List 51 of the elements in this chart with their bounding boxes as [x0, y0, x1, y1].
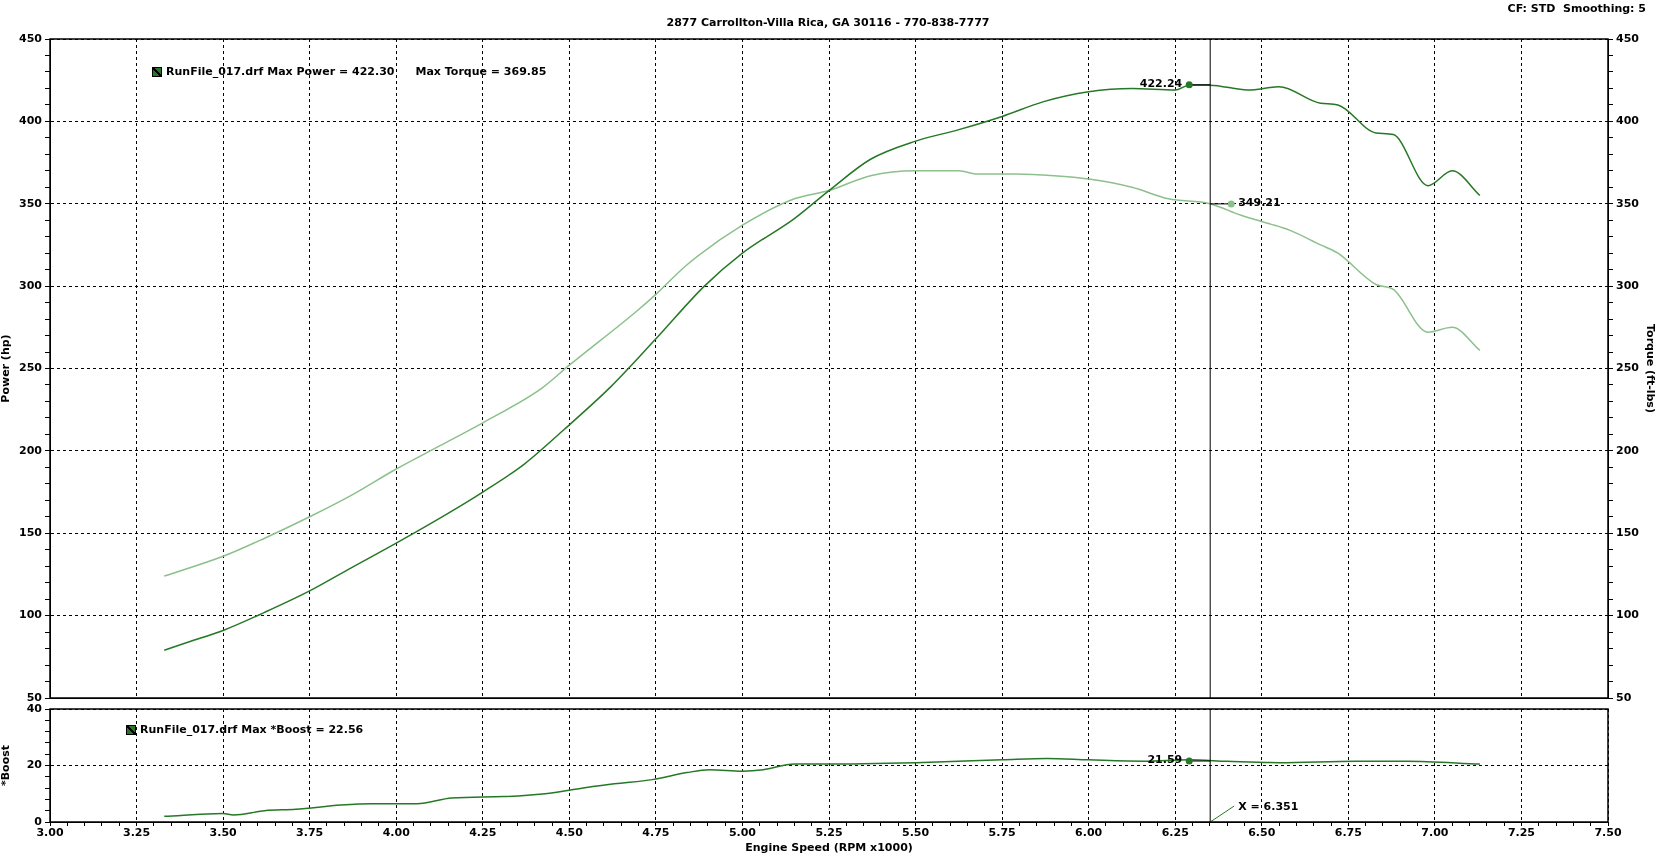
- y-tick-label: 50: [26, 690, 43, 704]
- y2-tick-label: 200: [1616, 443, 1640, 457]
- ref-line-label: X = 6.351: [1238, 799, 1299, 813]
- text: CF: STD Smoothing: 5: [1507, 2, 1646, 16]
- x-tick-label: 6.00: [1075, 826, 1103, 840]
- x-tick-label: 7.00: [1421, 826, 1449, 840]
- y-tick-label: 250: [19, 361, 43, 375]
- x-tick-label: 5.50: [901, 826, 930, 840]
- y-axis-title: Power (hp): [0, 334, 13, 403]
- y-tick-label: 350: [19, 196, 43, 210]
- x-tick-label: 3.50: [209, 826, 238, 840]
- y-tick-label: 450: [19, 31, 43, 45]
- y2-tick-label: 150: [1616, 526, 1640, 540]
- x-tick-label: 4.00: [382, 826, 411, 840]
- x-tick-label: 4.50: [555, 826, 584, 840]
- x-tick-label: 7.50: [1594, 826, 1622, 840]
- y2-tick-label: 400: [1616, 114, 1640, 128]
- x-axis-title: Engine Speed (RPM x1000): [745, 841, 913, 855]
- y-tick-label: 400: [19, 114, 43, 128]
- chart-subtitle: 2877 Carrollton-Villa Rica, GA 30116 - 770-838-7777: [665, 16, 991, 30]
- y-axis-title: *Boost: [0, 744, 13, 787]
- y-tick-label: 0: [34, 814, 43, 828]
- y-tick-label: 40: [26, 701, 43, 715]
- y-tick-label: 100: [19, 608, 43, 622]
- x-tick-label: 6.50: [1248, 826, 1276, 840]
- annotation: Max Torque = 369.85: [415, 65, 547, 79]
- y-tick-label: 200: [19, 443, 43, 457]
- x-tick-label: 3.25: [122, 826, 151, 840]
- x-tick-label: 5.00: [728, 826, 757, 840]
- x-tick-label: 7.25: [1507, 826, 1536, 840]
- y2-tick-label: 50: [1616, 690, 1632, 704]
- x-tick-label: 5.75: [988, 826, 1016, 840]
- annotation: 422.24: [1139, 76, 1183, 90]
- y2-tick-label: 250: [1616, 361, 1640, 375]
- x-tick-label: 4.75: [642, 826, 670, 840]
- x-tick-label: 5.25: [815, 826, 843, 840]
- x-tick-label: 4.25: [469, 826, 497, 840]
- x-tick-label: 3.00: [36, 826, 64, 840]
- x-tick-label: 6.25: [1161, 826, 1189, 840]
- annotation: RunFile_017.drf Max *Boost = 22.56: [140, 723, 364, 737]
- y-tick-label: 300: [19, 278, 43, 292]
- y2-tick-label: 100: [1616, 608, 1640, 622]
- y2-tick-label: 450: [1616, 31, 1640, 45]
- y2-tick-label: 300: [1616, 278, 1640, 292]
- y-tick-label: 150: [19, 526, 43, 540]
- y2-tick-label: 350: [1616, 196, 1640, 210]
- annotation: RunFile_017.drf Max Power = 422.30: [166, 65, 395, 79]
- y-tick-label: 20: [26, 758, 43, 772]
- y2-axis-title: Torque (ft-lbs): [1643, 324, 1656, 413]
- x-tick-label: 6.75: [1334, 826, 1362, 840]
- x-tick-label: 3.75: [296, 826, 324, 840]
